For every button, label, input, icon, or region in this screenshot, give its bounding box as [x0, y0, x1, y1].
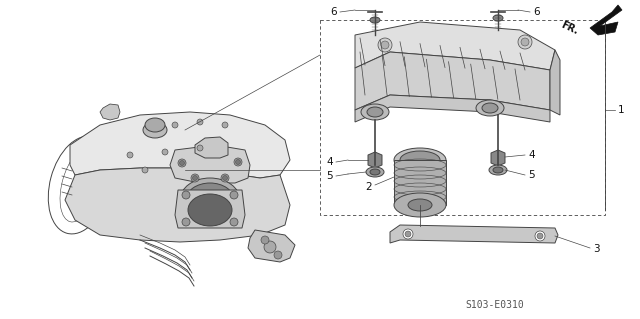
- Ellipse shape: [361, 104, 389, 120]
- Ellipse shape: [370, 169, 380, 175]
- Polygon shape: [355, 95, 550, 122]
- Ellipse shape: [366, 167, 384, 177]
- Ellipse shape: [493, 167, 503, 173]
- Polygon shape: [175, 190, 245, 228]
- Circle shape: [535, 231, 545, 241]
- Text: 6: 6: [330, 7, 337, 17]
- Circle shape: [222, 122, 228, 128]
- Text: S103-E0310: S103-E0310: [466, 300, 524, 310]
- Circle shape: [405, 231, 411, 237]
- Ellipse shape: [188, 194, 232, 226]
- Polygon shape: [355, 22, 555, 70]
- Circle shape: [403, 229, 413, 239]
- Text: 6: 6: [533, 7, 540, 17]
- Polygon shape: [390, 225, 558, 243]
- Circle shape: [261, 236, 269, 244]
- Ellipse shape: [408, 199, 432, 211]
- Circle shape: [182, 218, 190, 226]
- Circle shape: [193, 175, 198, 181]
- Circle shape: [236, 160, 241, 165]
- Ellipse shape: [493, 15, 503, 21]
- Circle shape: [182, 191, 190, 199]
- Polygon shape: [248, 230, 295, 262]
- Circle shape: [234, 158, 242, 166]
- Polygon shape: [550, 50, 560, 115]
- Circle shape: [162, 149, 168, 155]
- Circle shape: [127, 152, 133, 158]
- Ellipse shape: [370, 17, 380, 23]
- Circle shape: [537, 233, 543, 239]
- Polygon shape: [590, 5, 622, 35]
- Ellipse shape: [482, 103, 498, 113]
- Bar: [320, 20, 605, 215]
- Circle shape: [221, 174, 229, 182]
- Ellipse shape: [489, 165, 507, 175]
- Circle shape: [274, 251, 282, 259]
- Circle shape: [191, 174, 199, 182]
- Ellipse shape: [367, 107, 383, 117]
- Text: 2: 2: [365, 182, 372, 192]
- Polygon shape: [368, 152, 382, 168]
- Circle shape: [264, 241, 276, 253]
- Polygon shape: [70, 112, 290, 178]
- Ellipse shape: [145, 118, 165, 132]
- Polygon shape: [170, 145, 250, 183]
- Text: 3: 3: [593, 244, 600, 254]
- Circle shape: [521, 38, 529, 46]
- Ellipse shape: [394, 193, 446, 217]
- Ellipse shape: [394, 148, 446, 172]
- Polygon shape: [65, 168, 290, 242]
- Polygon shape: [355, 52, 550, 110]
- Text: 4: 4: [528, 150, 534, 160]
- Circle shape: [378, 38, 392, 52]
- Text: 5: 5: [326, 171, 333, 181]
- Polygon shape: [100, 104, 120, 120]
- Text: 1: 1: [618, 105, 625, 115]
- Circle shape: [172, 122, 178, 128]
- Ellipse shape: [400, 151, 440, 169]
- Circle shape: [230, 218, 238, 226]
- Circle shape: [197, 145, 203, 151]
- Circle shape: [179, 160, 184, 166]
- Circle shape: [223, 175, 227, 181]
- Ellipse shape: [476, 100, 504, 116]
- Text: FR.: FR.: [559, 20, 580, 36]
- Circle shape: [518, 35, 532, 49]
- Circle shape: [197, 119, 203, 125]
- Circle shape: [381, 41, 389, 49]
- Text: 5: 5: [528, 170, 534, 180]
- Circle shape: [178, 159, 186, 167]
- Circle shape: [142, 167, 148, 173]
- Ellipse shape: [143, 122, 167, 138]
- Polygon shape: [394, 160, 446, 205]
- Circle shape: [230, 191, 238, 199]
- Ellipse shape: [186, 183, 234, 217]
- Text: 4: 4: [326, 157, 333, 167]
- Ellipse shape: [180, 178, 240, 222]
- Polygon shape: [195, 137, 228, 158]
- Polygon shape: [491, 150, 505, 166]
